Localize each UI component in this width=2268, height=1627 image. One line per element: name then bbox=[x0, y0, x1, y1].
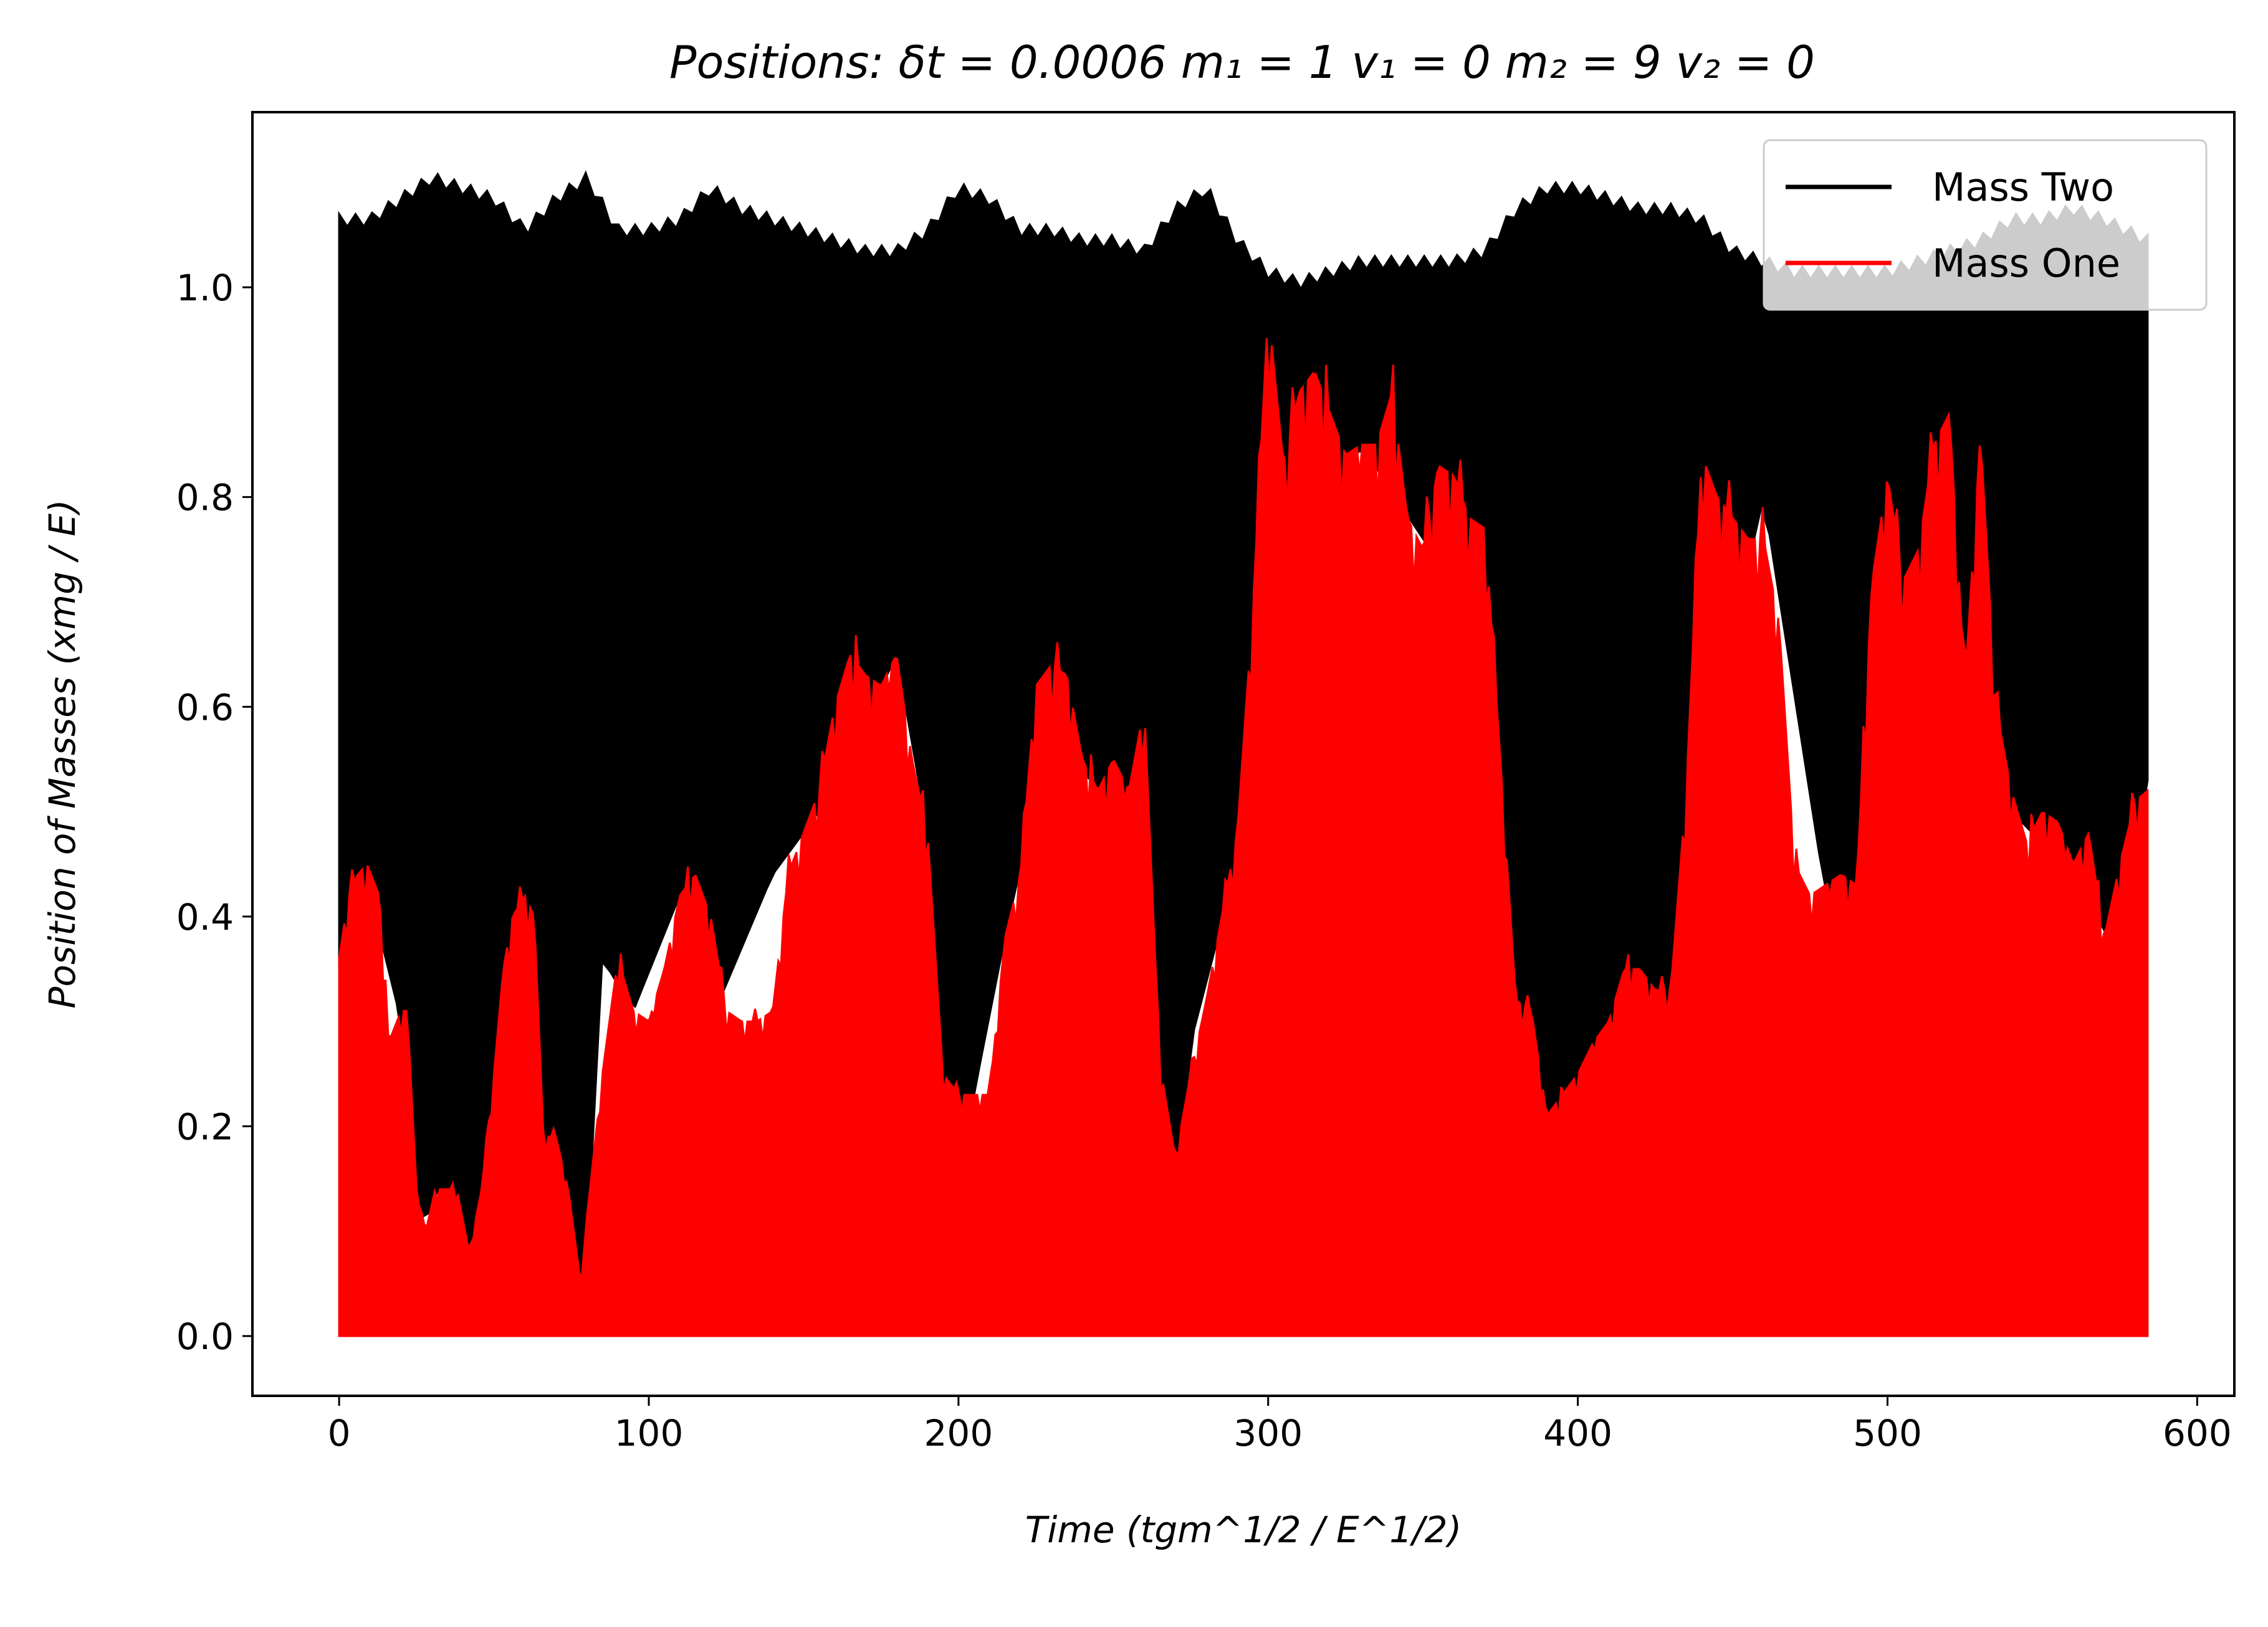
y-tick-label: 0.0 bbox=[176, 1315, 234, 1358]
legend-label: Mass One bbox=[1932, 241, 2120, 286]
y-tick-label: 0.8 bbox=[176, 477, 234, 519]
y-axis-label: Position of Masses (xmg / E) bbox=[41, 500, 84, 1009]
y-tick-label: 0.2 bbox=[176, 1105, 234, 1148]
legend-box bbox=[1763, 139, 2208, 311]
chart-title: Positions: δt = 0.0006 m₁ = 1 v₁ = 0 m₂ … bbox=[669, 36, 1815, 88]
plot-frame bbox=[251, 111, 2236, 1397]
axis-labels: Time (tgm^1/2 / E^1/2) Position of Masses… bbox=[41, 500, 1462, 1551]
x-tick-label: 300 bbox=[1233, 1412, 1303, 1454]
axes: 0 100 200 300 400 500 600 0.0 0.2 0.4 0.6 0.8 1.0 bbox=[176, 111, 2236, 1454]
legend-label: Mass Two bbox=[1932, 165, 2114, 210]
y-tick-label: 0.6 bbox=[176, 686, 234, 728]
y-tick-label: 0.4 bbox=[176, 896, 234, 938]
x-tick-label: 200 bbox=[924, 1412, 993, 1454]
x-axis-label: Time (tgm^1/2 / E^1/2) bbox=[1025, 1509, 1462, 1551]
x-tick-label: 400 bbox=[1543, 1412, 1612, 1454]
series-mass-one-area bbox=[338, 338, 2149, 1337]
x-tick-label: 500 bbox=[1853, 1412, 1922, 1454]
x-tick-label: 100 bbox=[615, 1412, 684, 1454]
x-tick-label: 0 bbox=[328, 1412, 351, 1454]
plot-area bbox=[338, 170, 2149, 1337]
x-tick-label: 600 bbox=[2163, 1412, 2232, 1454]
legend: Mass Two Mass One bbox=[1763, 139, 2208, 311]
y-tick-label: 1.0 bbox=[176, 267, 234, 309]
